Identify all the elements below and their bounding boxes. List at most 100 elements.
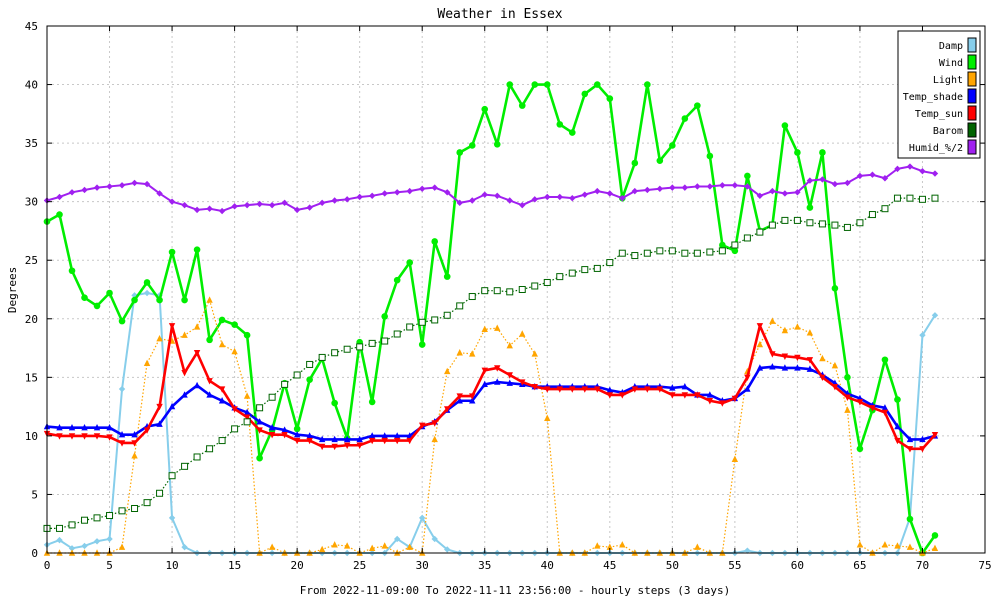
data-point-temp-sun: [206, 378, 213, 385]
data-point-barom: [668, 247, 676, 255]
data-point-barom: [356, 343, 364, 351]
data-point-damp: [143, 289, 151, 297]
data-point-wind: [118, 317, 126, 325]
legend-label-temp-shade: Temp_shade: [903, 92, 963, 103]
data-point-wind: [56, 211, 63, 218]
data-point-temp-sun: [256, 427, 263, 434]
series-line-temp-sun: [46, 324, 936, 451]
data-point-temp-sun: [93, 433, 101, 440]
data-point-barom: [556, 273, 564, 281]
data-point-light: [118, 543, 126, 550]
data-point-temp-sun: [356, 442, 363, 449]
plot-frame: [46, 25, 986, 554]
data-point-temp-sun: [919, 446, 926, 453]
data-point-humid-2: [431, 184, 438, 191]
data-point-temp-sun: [669, 392, 676, 399]
data-point-barom: [456, 302, 464, 310]
data-point-wind: [443, 273, 451, 280]
data-point-temp-shade: [506, 379, 513, 386]
data-point-wind: [881, 356, 889, 364]
x-tick-label: 30: [416, 559, 429, 572]
data-point-temp-sun: [619, 392, 626, 399]
data-point-temp-sun: [444, 406, 451, 413]
data-point-temp-sun: [794, 354, 801, 362]
data-point-humid-2: [393, 189, 401, 196]
data-point-temp-shade: [881, 404, 889, 411]
data-point-temp-shade: [381, 432, 388, 439]
legend-swatch-light: [967, 71, 977, 87]
data-point-barom: [268, 393, 276, 401]
data-point-barom: [118, 507, 126, 515]
data-point-temp-sun: [831, 384, 839, 391]
data-point-wind: [719, 241, 726, 249]
y-tick-label: 25: [25, 254, 38, 267]
data-point-temp-shade: [806, 365, 814, 372]
data-point-wind: [431, 238, 439, 245]
data-point-temp-shade: [193, 381, 201, 389]
data-point-wind: [506, 81, 514, 88]
grid-layer: [47, 26, 985, 553]
data-point-temp-sun: [143, 427, 151, 434]
data-point-barom: [931, 194, 939, 202]
legend-label-wind: Wind: [939, 58, 963, 69]
data-point-wind: [218, 316, 226, 324]
data-point-damp: [431, 535, 438, 543]
data-point-light: [343, 542, 351, 549]
data-point-light: [931, 544, 939, 552]
data-point-light: [481, 325, 488, 333]
series-humid-2: [43, 163, 939, 215]
data-point-light: [756, 340, 764, 348]
data-point-barom: [281, 380, 289, 388]
data-point-wind: [156, 296, 163, 304]
data-point-temp-sun: [231, 406, 238, 413]
data-point-humid-2: [556, 193, 563, 201]
data-point-humid-2: [306, 204, 313, 211]
data-point-humid-2: [669, 184, 676, 191]
data-point-humid-2: [656, 185, 664, 192]
data-point-temp-sun: [894, 437, 901, 445]
data-point-barom: [193, 453, 201, 461]
data-point-temp-shade: [306, 432, 313, 439]
legend-label-light: Light: [933, 75, 963, 86]
data-point-light: [381, 542, 388, 549]
data-point-barom: [568, 269, 576, 277]
data-point-temp-sun: [606, 392, 613, 399]
series-layer: [43, 81, 939, 557]
data-point-light: [331, 541, 338, 548]
data-point-barom: [731, 241, 739, 249]
data-point-barom: [793, 216, 801, 224]
data-point-wind: [656, 157, 664, 164]
data-point-humid-2: [106, 183, 113, 190]
data-point-humid-2: [644, 186, 651, 194]
data-point-temp-sun: [281, 432, 288, 439]
data-point-damp: [931, 312, 939, 319]
legend: Damp Wind Light Temp_shade Temp_sun Barom Humi…: [897, 30, 981, 159]
data-point-barom: [818, 220, 826, 228]
legend-swatch-wind: [967, 54, 977, 70]
data-point-wind: [81, 294, 88, 301]
x-tick-label: 20: [291, 559, 304, 572]
data-point-humid-2: [193, 206, 201, 214]
data-point-wind: [906, 515, 914, 523]
data-point-humid-2: [68, 189, 76, 196]
data-point-temp-sun: [769, 351, 776, 358]
data-point-temp-sun: [106, 434, 113, 441]
data-point-temp-sun: [556, 386, 563, 393]
data-point-barom: [181, 462, 189, 470]
data-point-wind: [819, 149, 826, 156]
x-tick-label: 45: [603, 559, 616, 572]
x-tick-label: 5: [106, 559, 113, 572]
data-point-barom: [743, 234, 751, 242]
data-point-temp-sun: [393, 437, 401, 445]
data-point-damp: [93, 538, 101, 545]
data-point-humid-2: [606, 190, 613, 197]
data-point-light: [544, 414, 551, 422]
data-point-barom: [81, 516, 89, 524]
data-point-temp-shade: [906, 435, 914, 443]
data-point-temp-shade: [494, 378, 501, 385]
data-point-temp-shade: [894, 422, 901, 430]
data-point-light: [781, 326, 789, 334]
data-point-humid-2: [619, 194, 626, 202]
data-point-humid-2: [118, 182, 126, 189]
data-point-humid-2: [756, 192, 764, 200]
